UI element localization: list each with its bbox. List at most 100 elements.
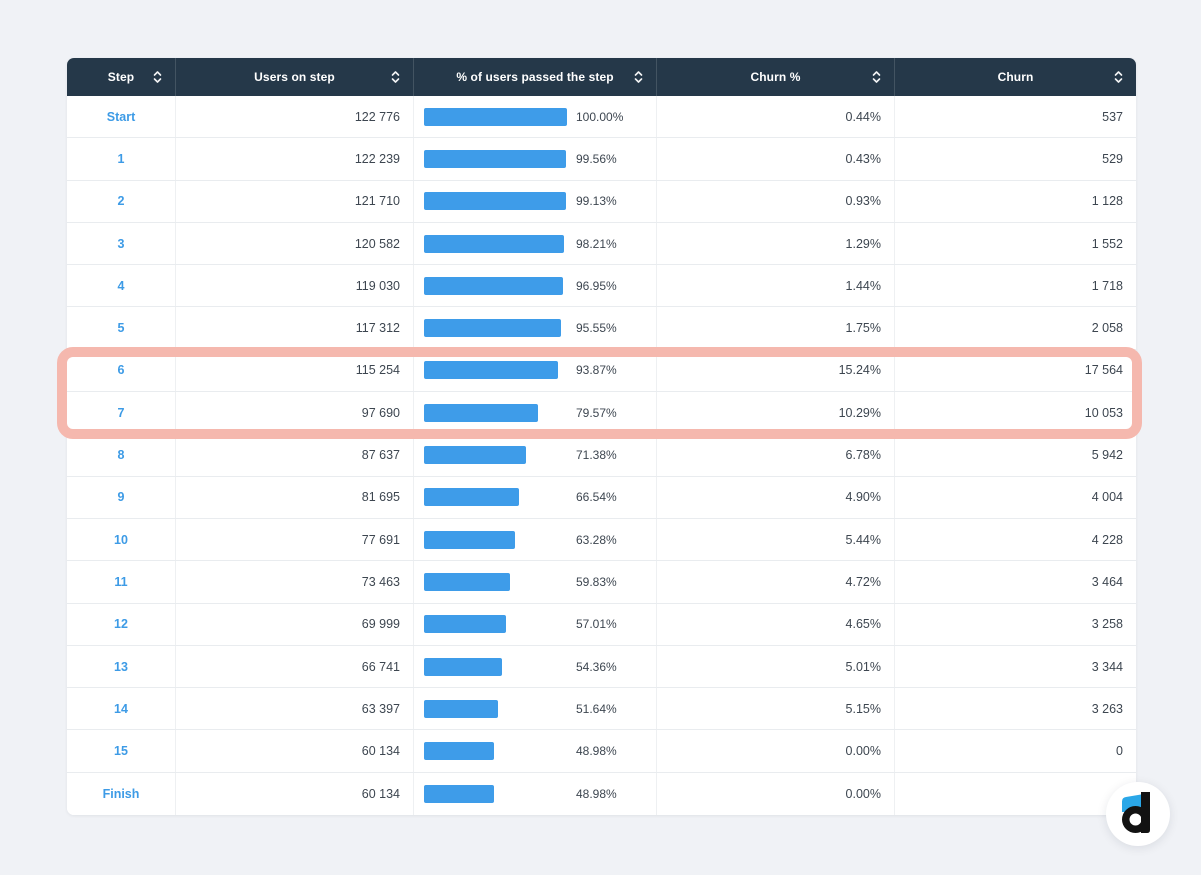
sort-icon[interactable] <box>391 71 400 84</box>
passed-bar <box>424 700 498 718</box>
column-header-users[interactable]: Users on step <box>176 58 414 96</box>
passed-bar <box>424 531 515 549</box>
churn-pct-value: 15.24% <box>657 350 895 391</box>
passed-bar-track <box>424 573 567 591</box>
users-on-step-value: 122 239 <box>176 138 414 179</box>
churn-value: 1 718 <box>895 265 1136 306</box>
table-row-step-15: 1560 13448.98%0.00%0 <box>67 730 1136 772</box>
passed-bar <box>424 488 519 506</box>
churn-pct-value: 4.72% <box>657 561 895 602</box>
churn-value: 4 004 <box>895 477 1136 518</box>
passed-cell: 95.55% <box>414 307 657 348</box>
step-cell: 3 <box>67 223 176 264</box>
passed-bar <box>424 192 566 210</box>
step-link[interactable]: 4 <box>118 279 125 293</box>
passed-pct-label: 71.38% <box>576 448 617 462</box>
users-on-step-value: 60 134 <box>176 730 414 771</box>
table-row-step-8: 887 63771.38%6.78%5 942 <box>67 434 1136 476</box>
churn-value: 529 <box>895 138 1136 179</box>
table-row-step-12: 1269 99957.01%4.65%3 258 <box>67 604 1136 646</box>
table-row-step-9: 981 69566.54%4.90%4 004 <box>67 477 1136 519</box>
churn-value: 17 564 <box>895 350 1136 391</box>
passed-bar-track <box>424 488 567 506</box>
devtodev-d-icon <box>1118 792 1158 836</box>
users-on-step-value: 69 999 <box>176 604 414 645</box>
churn-pct-value: 0.43% <box>657 138 895 179</box>
step-link[interactable]: 13 <box>114 660 128 674</box>
sort-icon[interactable] <box>1114 71 1123 84</box>
passed-cell: 99.56% <box>414 138 657 179</box>
step-link[interactable]: 15 <box>114 744 128 758</box>
step-link[interactable]: 3 <box>118 237 125 251</box>
churn-pct-value: 5.01% <box>657 646 895 687</box>
table-header-row: Step Users on step % of users passed the… <box>67 58 1136 96</box>
passed-bar-track <box>424 446 567 464</box>
passed-bar-track <box>424 235 567 253</box>
column-header-step-label: Step <box>108 70 134 84</box>
churn-pct-value: 10.29% <box>657 392 895 433</box>
table-row-step-7: 797 69079.57%10.29%10 053 <box>67 392 1136 434</box>
step-link[interactable]: 8 <box>118 448 125 462</box>
step-link[interactable]: 12 <box>114 617 128 631</box>
step-link[interactable]: 2 <box>118 194 125 208</box>
table-row-step-10: 1077 69163.28%5.44%4 228 <box>67 519 1136 561</box>
passed-cell: 99.13% <box>414 181 657 222</box>
passed-pct-label: 54.36% <box>576 660 617 674</box>
passed-pct-label: 48.98% <box>576 744 617 758</box>
step-link[interactable]: 7 <box>118 406 125 420</box>
passed-pct-label: 99.13% <box>576 194 617 208</box>
passed-bar <box>424 150 566 168</box>
passed-pct-label: 48.98% <box>576 787 617 801</box>
passed-cell: 66.54% <box>414 477 657 518</box>
churn-pct-value: 5.15% <box>657 688 895 729</box>
sort-icon[interactable] <box>634 71 643 84</box>
column-header-passed[interactable]: % of users passed the step <box>414 58 657 96</box>
churn-pct-value: 1.29% <box>657 223 895 264</box>
passed-bar <box>424 615 506 633</box>
column-header-churn-pct-label: Churn % <box>750 70 800 84</box>
funnel-table: Step Users on step % of users passed the… <box>67 58 1136 815</box>
step-link[interactable]: Finish <box>103 787 140 801</box>
passed-bar-track <box>424 277 567 295</box>
step-link[interactable]: 1 <box>118 152 125 166</box>
step-cell: 14 <box>67 688 176 729</box>
churn-value: 5 942 <box>895 434 1136 475</box>
passed-bar-track <box>424 404 567 422</box>
column-header-churn[interactable]: Churn <box>895 58 1136 96</box>
sort-icon[interactable] <box>872 71 881 84</box>
passed-bar <box>424 361 558 379</box>
users-on-step-value: 122 776 <box>176 96 414 137</box>
table-row-step-start: Start122 776100.00%0.44%537 <box>67 96 1136 138</box>
passed-bar-track <box>424 319 567 337</box>
step-cell: 13 <box>67 646 176 687</box>
sort-icon[interactable] <box>153 71 162 84</box>
passed-pct-label: 66.54% <box>576 490 617 504</box>
step-cell: 8 <box>67 434 176 475</box>
churn-value: 1 128 <box>895 181 1136 222</box>
churn-value: 1 552 <box>895 223 1136 264</box>
step-cell: Finish <box>67 773 176 815</box>
step-link[interactable]: 9 <box>118 490 125 504</box>
step-link[interactable]: 6 <box>118 363 125 377</box>
step-link[interactable]: 5 <box>118 321 125 335</box>
step-link[interactable]: 11 <box>114 575 127 589</box>
passed-bar <box>424 404 538 422</box>
column-header-step[interactable]: Step <box>67 58 176 96</box>
step-link[interactable]: Start <box>107 110 135 124</box>
step-link[interactable]: 14 <box>114 702 128 716</box>
churn-value: 3 464 <box>895 561 1136 602</box>
column-header-churn-pct[interactable]: Churn % <box>657 58 895 96</box>
passed-pct-label: 98.21% <box>576 237 617 251</box>
passed-bar-track <box>424 150 567 168</box>
passed-cell: 79.57% <box>414 392 657 433</box>
churn-pct-value: 1.44% <box>657 265 895 306</box>
users-on-step-value: 120 582 <box>176 223 414 264</box>
step-link[interactable]: 10 <box>114 533 128 547</box>
churn-pct-value: 6.78% <box>657 434 895 475</box>
passed-bar-track <box>424 192 567 210</box>
users-on-step-value: 66 741 <box>176 646 414 687</box>
step-cell: 1 <box>67 138 176 179</box>
table-row-step-5: 5117 31295.55%1.75%2 058 <box>67 307 1136 349</box>
passed-pct-label: 79.57% <box>576 406 617 420</box>
step-cell: 12 <box>67 604 176 645</box>
